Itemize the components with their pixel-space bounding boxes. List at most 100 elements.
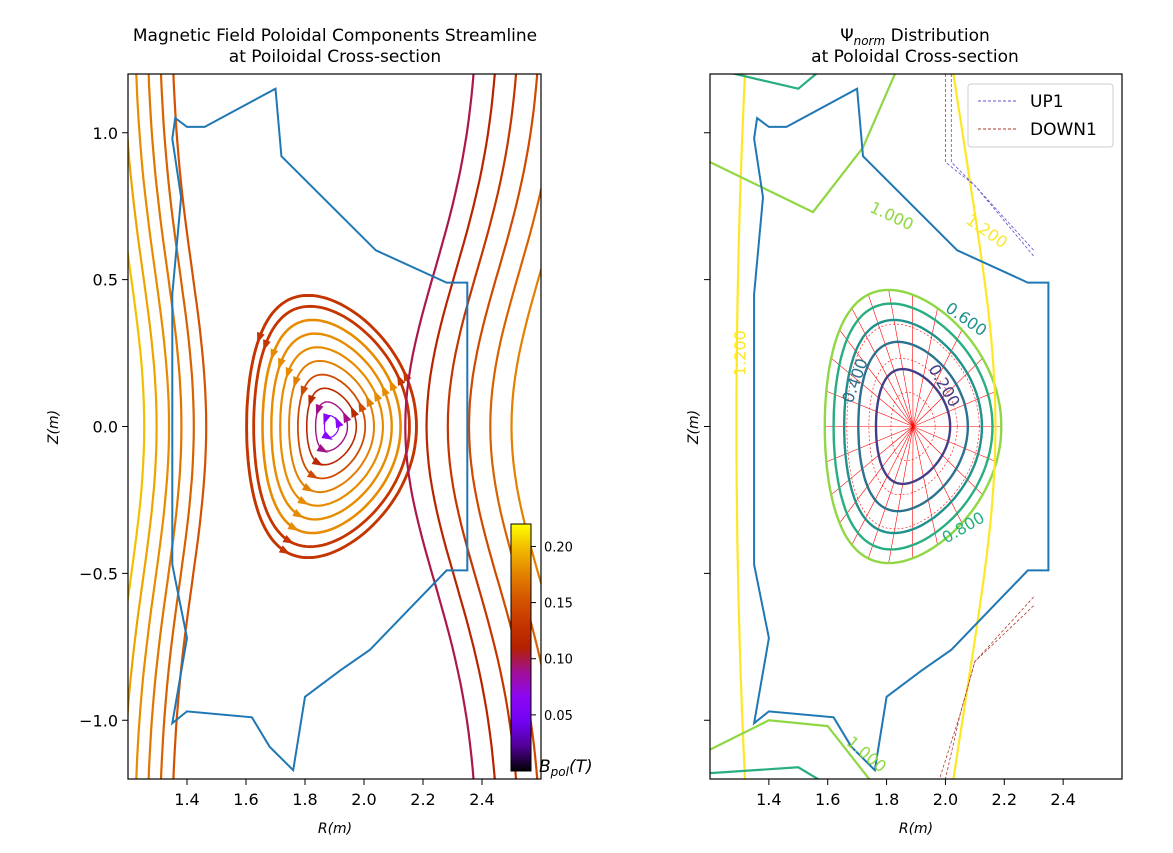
streamline-arrow <box>342 411 352 424</box>
streamline-arrow <box>366 395 375 408</box>
streamline <box>404 74 475 779</box>
contour-line <box>857 340 970 513</box>
streamline-arrow <box>306 469 319 479</box>
right-panel: Ψnorm Distribution at Poloidal Cross-sec… <box>686 26 1123 837</box>
streamline <box>306 387 358 466</box>
y-tick-label: 0.0 <box>93 418 118 437</box>
contour-label: 1.200 <box>963 210 1011 252</box>
psi-grid-surface <box>890 392 936 461</box>
contour-line <box>843 318 984 535</box>
x-tick-label: 1.8 <box>874 790 899 809</box>
streamline-arrow <box>311 456 324 466</box>
right-wall-outline <box>752 87 1050 773</box>
divertor-leg-up1 <box>945 74 1034 251</box>
streamline <box>270 332 393 521</box>
streamline <box>489 185 541 668</box>
psi-grid-ray <box>912 426 983 496</box>
streamline-arrow <box>287 521 300 531</box>
contour-line <box>735 74 747 779</box>
right-axes-ticks: 1.4 1.6 1.8 2.0 2.2 2.4 <box>704 132 1076 809</box>
left-panel: Magnetic Field Poloidal Components Strea… <box>46 26 593 837</box>
legend-label-down1: DOWN1 <box>1030 120 1097 140</box>
contour-line <box>730 74 818 90</box>
divertor-leg-down1 <box>939 596 1034 779</box>
x-tick-label: 2.4 <box>469 790 494 809</box>
right-title-line1: Ψnorm Distribution <box>840 26 990 48</box>
streamline <box>245 293 418 560</box>
wall-outline-path <box>170 87 469 773</box>
divertor-leg-down1 <box>945 605 1034 779</box>
psi-grid-ray <box>912 357 983 427</box>
left-wall-outline <box>170 87 469 773</box>
contour-label: 0.400 <box>838 356 872 406</box>
psi-grid-ray <box>867 294 914 427</box>
streamline <box>135 74 171 779</box>
psi-grid-surface <box>846 323 980 530</box>
x-tick-label: 2.2 <box>992 790 1017 809</box>
contour-line <box>952 74 997 779</box>
colorbar-ticks: 0.05 0.10 0.15 0.20 <box>531 540 573 724</box>
streamline-arrow <box>278 545 291 555</box>
streamline-arrow <box>293 376 301 388</box>
colorbar: 0.05 0.10 0.15 0.20 Bpol(T) <box>510 523 593 779</box>
left-ylabel: Z(m) <box>46 410 62 445</box>
left-title-line2: at Poiloidal Cross-section <box>229 47 441 67</box>
streamline <box>425 74 496 779</box>
streamline-arrow <box>292 508 304 518</box>
colorbar-tick-label: 0.15 <box>544 597 573 612</box>
contour-line <box>832 302 994 551</box>
contour-line <box>823 288 1003 565</box>
legend: UP1 DOWN1 <box>967 83 1114 148</box>
right-ylabel: Z(m) <box>686 410 702 445</box>
streamline-arrow <box>335 416 344 429</box>
y-tick-label: −0.5 <box>79 564 118 583</box>
streamline <box>261 318 402 535</box>
legend-label-up1: UP1 <box>1030 92 1064 112</box>
streamline-arrow <box>301 482 314 492</box>
right-divertor-legs <box>939 74 1035 779</box>
streamline-arrow <box>297 495 309 505</box>
y-tick-label: −1.0 <box>79 711 118 730</box>
left-axes-ticks: 1.4 1.6 1.8 2.0 2.2 2.4 −1.0 −0.5 0.0 0.5 1.0 <box>79 124 495 809</box>
streamline-arrow <box>263 339 271 351</box>
right-xlabel: R(m) <box>899 821 933 837</box>
contour-label: 1.200 <box>730 330 749 376</box>
streamline-arrow <box>285 366 294 379</box>
x-tick-label: 1.6 <box>233 790 258 809</box>
x-tick-label: 1.4 <box>756 790 781 809</box>
divertor-leg-up1 <box>950 74 1035 257</box>
psi-grid-surface <box>868 357 958 496</box>
y-tick-label: 1.0 <box>93 124 118 143</box>
streamline-arrow <box>315 403 324 416</box>
x-tick-label: 1.8 <box>292 790 317 809</box>
streamline-arrow <box>282 534 295 544</box>
x-tick-label: 2.0 <box>933 790 958 809</box>
streamline-arrow <box>350 406 359 418</box>
legend-box <box>967 83 1114 148</box>
contour-line <box>874 367 952 486</box>
colorbar-tick-label: 0.10 <box>544 653 573 668</box>
streamline-arrow <box>270 348 279 361</box>
streamline-arrow <box>308 394 316 407</box>
streamline <box>288 359 376 494</box>
psi-grid-ray <box>867 426 914 559</box>
streamline-arrow <box>397 374 406 386</box>
right-psi-grid <box>824 289 1002 564</box>
streamline <box>147 74 183 779</box>
left-title-line1: Magnetic Field Poloidal Components Strea… <box>133 26 537 46</box>
streamline-arrow <box>389 379 398 392</box>
streamline-arrow <box>257 331 265 344</box>
x-tick-label: 1.6 <box>815 790 840 809</box>
streamline <box>128 247 146 606</box>
psi-grid-ray <box>911 426 914 559</box>
streamline <box>252 304 411 549</box>
streamline-arrow <box>321 430 333 440</box>
streamline <box>159 74 195 779</box>
left-xlabel: R(m) <box>318 821 352 837</box>
contour-line <box>710 766 820 779</box>
y-tick-label: 0.5 <box>93 271 118 290</box>
streamline-arrow <box>323 413 331 425</box>
streamline <box>297 373 367 480</box>
streamline <box>279 346 385 507</box>
